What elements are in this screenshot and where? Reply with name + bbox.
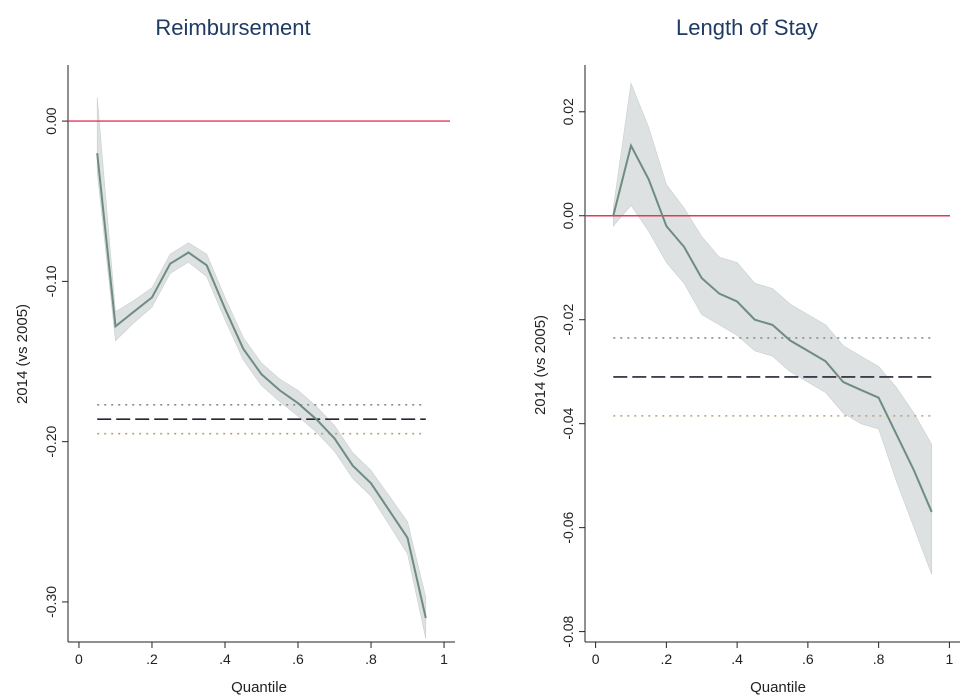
x-tick-label: 0 (592, 651, 600, 667)
confidence-band (613, 82, 932, 575)
x-tick-label: .6 (292, 651, 304, 667)
y-tick-label: -0.08 (560, 615, 576, 647)
x-tick-label: .4 (731, 651, 743, 667)
x-tick-label: .4 (219, 651, 231, 667)
y-axis-label: 2014 (vs 2005) (532, 315, 549, 415)
chart-title: Length of Stay (676, 15, 818, 40)
x-axis-label: Quantile (231, 679, 287, 696)
x-tick-label: .6 (802, 651, 814, 667)
y-axis-label: 2014 (vs 2005) (14, 304, 31, 404)
y-tick-label: 0.00 (43, 107, 59, 134)
panel-reimbursement: Reimbursement Quantile 2014 (vs 2005) 0.… (14, 15, 455, 696)
panel-length-of-stay: Length of Stay Quantile 2014 (vs 2005) 0… (532, 15, 960, 696)
y-tick-label: -0.10 (43, 265, 59, 297)
y-tick-label: -0.30 (43, 586, 59, 618)
x-tick-label: 1 (945, 651, 953, 667)
y-tick-label: 0.00 (560, 202, 576, 229)
series-line (612, 142, 933, 513)
y-tick-label: -0.20 (43, 425, 59, 457)
x-axis-label: Quantile (750, 679, 806, 696)
x-tick-label: .8 (873, 651, 885, 667)
confidence-band (96, 97, 427, 639)
series-line (96, 153, 427, 619)
x-tick-label: 1 (440, 651, 448, 667)
y-tick-label: -0.04 (560, 408, 576, 440)
x-tick-label: .2 (146, 651, 158, 667)
x-tick-label: .2 (661, 651, 673, 667)
chart-title: Reimbursement (155, 15, 310, 40)
x-tick-label: 0 (75, 651, 83, 667)
y-tick-label: 0.02 (560, 98, 576, 125)
y-tick-label: -0.02 (560, 304, 576, 336)
x-tick-label: .8 (365, 651, 377, 667)
y-tick-label: -0.06 (560, 511, 576, 543)
